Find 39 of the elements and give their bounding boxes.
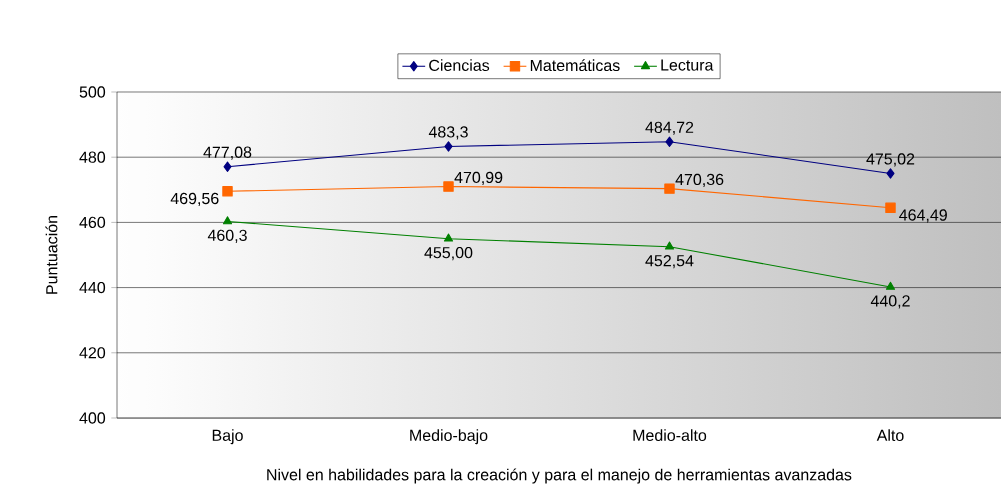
y-tick-label: 460 [79,216,106,229]
data-label: 455,00 [424,246,473,261]
x-tick-label: Bajo [212,429,243,445]
point [443,233,454,242]
y-tick-label: 480 [79,151,106,163]
x-tick-label: Medio-bajo [410,429,488,445]
point [664,241,675,250]
point [223,161,232,172]
point [444,141,453,152]
point [664,183,675,194]
data-label: 440,2 [870,295,910,309]
point [222,216,233,225]
y-tick-label: 400 [79,412,106,424]
point [885,202,896,213]
data-label: 484,72 [645,121,694,135]
y-tick-label: 500 [79,86,106,98]
x-tick-label: Alto [876,429,904,442]
data-label: 477,08 [203,146,252,160]
data-label: 483,3 [428,126,468,140]
data-label: 460,3 [207,229,247,243]
y-tick-label: 440 [79,281,106,294]
y-axis-title: Puntuación [45,216,58,294]
point [443,181,454,192]
point [886,168,895,179]
data-label: 475,02 [866,153,915,167]
legend-label: Lectura [661,59,714,71]
data-label: 469,56 [170,192,219,207]
data-label: 464,49 [899,209,947,223]
data-label: 470,36 [675,173,724,188]
data-label: 452,54 [645,254,694,269]
data-label: 470,99 [454,171,503,185]
point [885,281,896,290]
point [665,136,674,148]
point [222,186,233,197]
x-axis-title: Nivel en habilidades para la creación y para el manejo de herramientas avanzadas [267,468,852,484]
legend-label: Matemáticas [530,59,620,72]
y-tick-label: 420 [79,347,106,359]
x-tick-label: Medio-alto [633,429,707,442]
legend-label: Ciencias [429,59,490,72]
